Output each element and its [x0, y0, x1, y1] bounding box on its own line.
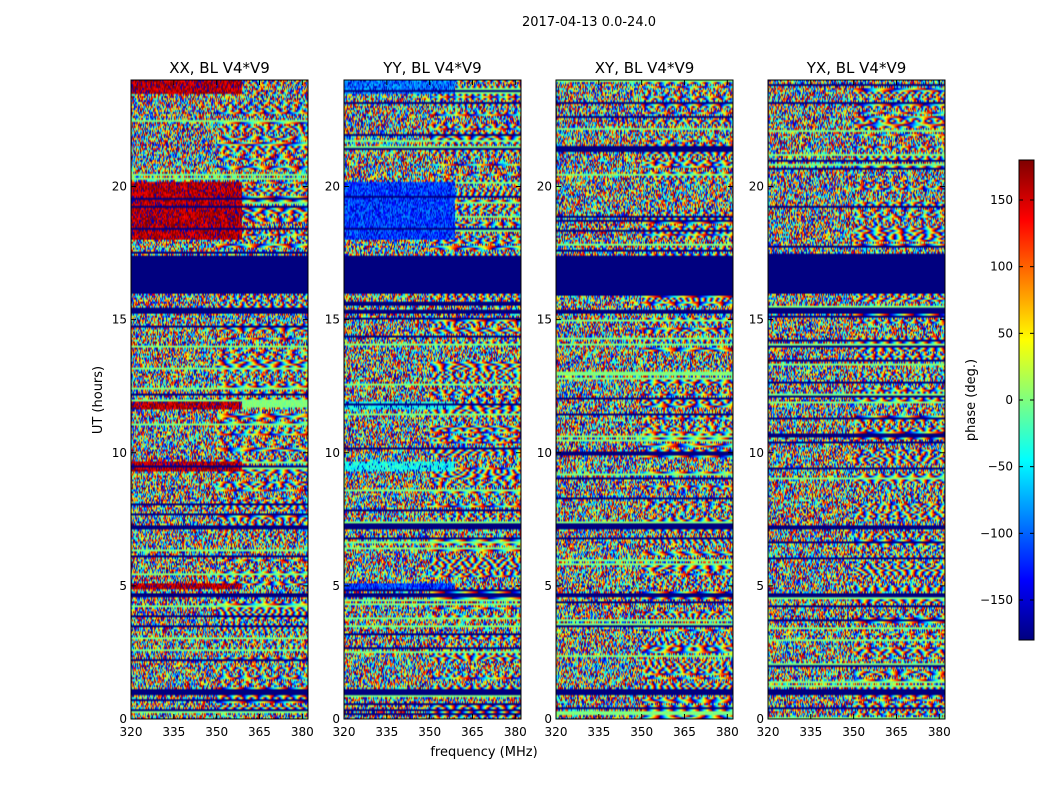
x-tick-label: 380: [716, 725, 739, 739]
y-tick-label: 5: [756, 579, 764, 593]
colorbar-tick-label: −150: [980, 593, 1013, 607]
panel-title: XY, BL V4*V9: [595, 59, 695, 77]
y-tick-label: 0: [544, 712, 552, 726]
y-tick-label: 10: [537, 446, 552, 460]
y-tick-label: 0: [332, 712, 340, 726]
colorbar: −150 −100 −50 0 50 100 150 phase (deg.): [964, 159, 1035, 641]
panel-title: YX, BL V4*V9: [806, 59, 907, 77]
x-tick-label: 320: [545, 725, 568, 739]
y-tick-label: 15: [325, 313, 340, 327]
y-tick-label: 5: [119, 579, 127, 593]
colorbar-tick-label: −50: [988, 460, 1013, 474]
panel-2: YY, BL V4*V9 320 335 350 365 380 0 5 10 15 20: [325, 59, 527, 739]
y-tick-label: 15: [749, 313, 764, 327]
y-tick-label: 10: [112, 446, 127, 460]
y-tick-label: 20: [749, 180, 764, 194]
colorbar-tick-label: 0: [1005, 393, 1013, 407]
x-tick-label: 365: [248, 725, 271, 739]
y-tick-label: 10: [325, 446, 340, 460]
heatmap-image: [344, 80, 521, 719]
y-tick-label: 20: [112, 180, 127, 194]
axes-frame: [555, 79, 734, 720]
colorbar-tick-label: 150: [990, 193, 1013, 207]
x-tick-label: 335: [799, 725, 822, 739]
y-tick-label: 20: [325, 180, 340, 194]
colorbar-tick-label: 100: [990, 260, 1013, 274]
y-tick-label: 10: [749, 446, 764, 460]
panel-1: XX, BL V4*V9 320 335 350 365 380 0 5 10 15 20: [112, 59, 314, 739]
y-tick-label: 15: [537, 313, 552, 327]
figure-suptitle: 2017-04-13 0.0-24.0: [522, 15, 656, 30]
panel-title: YY, BL V4*V9: [382, 59, 481, 77]
x-tick-label: 335: [162, 725, 185, 739]
x-tick-label: 380: [504, 725, 527, 739]
y-tick-label: 0: [119, 712, 127, 726]
axes-frame: [767, 79, 946, 720]
x-tick-label: 350: [418, 725, 441, 739]
colorbar-tick-label: −100: [980, 526, 1013, 540]
x-tick-label: 335: [375, 725, 398, 739]
x-tick-label: 365: [461, 725, 484, 739]
axes-frame: [130, 79, 309, 720]
y-axis-label: UT (hours): [91, 366, 106, 434]
y-tick-label: 0: [756, 712, 764, 726]
x-tick-label: 365: [885, 725, 908, 739]
x-tick-label: 320: [333, 725, 356, 739]
x-tick-label: 380: [291, 725, 314, 739]
y-tick-label: 20: [537, 180, 552, 194]
x-tick-label: 380: [928, 725, 951, 739]
x-tick-label: 320: [757, 725, 780, 739]
y-tick-label: 5: [332, 579, 340, 593]
heatmap-image: [768, 80, 945, 719]
x-tick-label: 350: [842, 725, 865, 739]
colorbar-tick-label: 50: [998, 326, 1013, 340]
panel-3: XY, BL V4*V9 320 335 350 365 380 0 5 10 15 20: [537, 59, 739, 739]
y-tick-label: 5: [544, 579, 552, 593]
axes-frame: [343, 79, 522, 720]
colorbar-label: phase (deg.): [964, 359, 979, 441]
panel-title: XX, BL V4*V9: [169, 59, 270, 77]
panel-4: YX, BL V4*V9 320 335 350 365 380 0 5 10 15 20: [749, 59, 951, 739]
x-tick-label: 365: [673, 725, 696, 739]
x-tick-label: 350: [630, 725, 653, 739]
heatmap-image: [556, 80, 733, 719]
y-tick-label: 15: [112, 313, 127, 327]
x-tick-label: 320: [120, 725, 143, 739]
x-axis-label: frequency (MHz): [430, 745, 537, 760]
heatmap-image: [131, 80, 308, 719]
x-tick-label: 335: [587, 725, 610, 739]
x-tick-label: 350: [205, 725, 228, 739]
